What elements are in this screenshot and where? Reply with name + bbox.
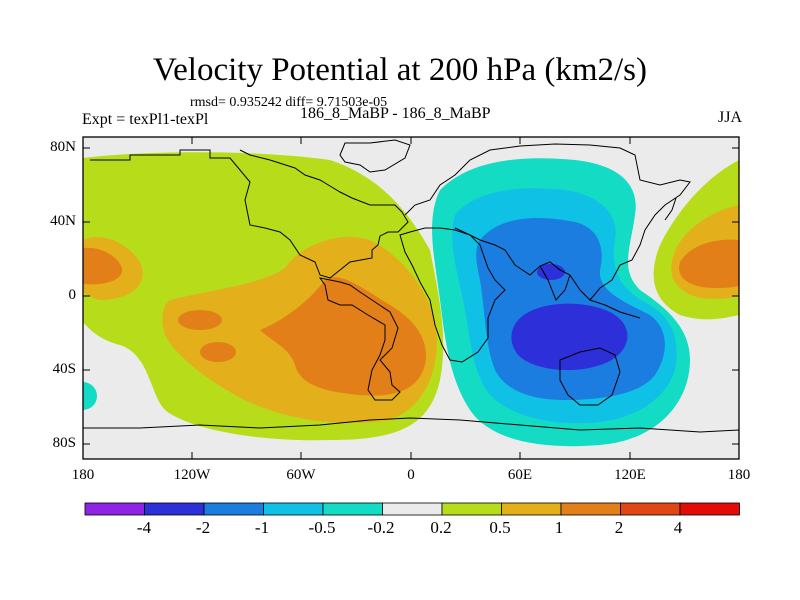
lat-label-0: 0 xyxy=(68,287,77,303)
contour-neg-edge xyxy=(83,382,97,410)
colorbar-box xyxy=(322,502,383,516)
contour-fill xyxy=(83,137,739,459)
contour-neg2 xyxy=(511,303,628,371)
lon-label-120w: 120W xyxy=(173,467,211,483)
colorbar-box xyxy=(84,502,145,516)
colorbar-box xyxy=(560,502,621,516)
lat-label-40s: 40S xyxy=(52,361,76,377)
colorbar-label: -1 xyxy=(254,518,270,537)
colorbar-label: -0.2 xyxy=(367,518,395,537)
colorbar-label: 2 xyxy=(614,518,624,537)
colorbar-label: 0.5 xyxy=(489,518,511,537)
colorbar-label: -2 xyxy=(195,518,211,537)
lon-label-60w: 60W xyxy=(286,467,316,483)
coastlines xyxy=(83,139,739,433)
contour-1 xyxy=(83,247,123,285)
colorbar-label: 4 xyxy=(673,518,683,537)
colorbar-box xyxy=(501,502,562,516)
contour-1-small2 xyxy=(200,342,236,362)
stats-label: rmsd= 0.935242 diff= 9.71503e-05 xyxy=(190,95,388,110)
colorbar-label: -0.5 xyxy=(308,518,336,537)
lon-label-0: 0 xyxy=(407,467,415,483)
colorbar-box xyxy=(144,502,205,516)
colorbar-label: -4 xyxy=(136,518,152,537)
season-label: JJA xyxy=(717,109,742,126)
colorbar-box xyxy=(441,502,502,516)
contour-neg2-small xyxy=(537,264,565,280)
experiment-label: Expt = texPl1-texPl xyxy=(82,111,209,128)
case-label: 186_8_MaBP - 186_8_MaBP xyxy=(300,105,491,122)
colorbar xyxy=(84,502,740,516)
plot-title: Velocity Potential at 200 hPa (km2/s) xyxy=(152,52,648,88)
colorbar-label: 0.2 xyxy=(430,518,452,537)
lat-label-40n: 40N xyxy=(50,213,76,229)
lat-label-80s: 80S xyxy=(52,435,76,451)
colorbar-box xyxy=(263,502,324,516)
lon-label-60e: 60E xyxy=(507,467,533,483)
axis-ticks xyxy=(83,137,739,459)
lat-label-80n: 80N xyxy=(50,139,76,155)
colorbar-box xyxy=(203,502,264,516)
colorbar-box xyxy=(620,502,681,516)
lon-label-180e: 180 xyxy=(727,467,751,483)
contour-1-east xyxy=(679,239,739,288)
colorbar-label: 1 xyxy=(554,518,564,537)
colorbar-box xyxy=(382,502,443,516)
lon-label-120e: 120E xyxy=(614,467,646,483)
colorbar-box xyxy=(679,502,740,516)
lon-label-180w: 180 xyxy=(71,467,95,483)
contour-1-small xyxy=(178,310,222,330)
